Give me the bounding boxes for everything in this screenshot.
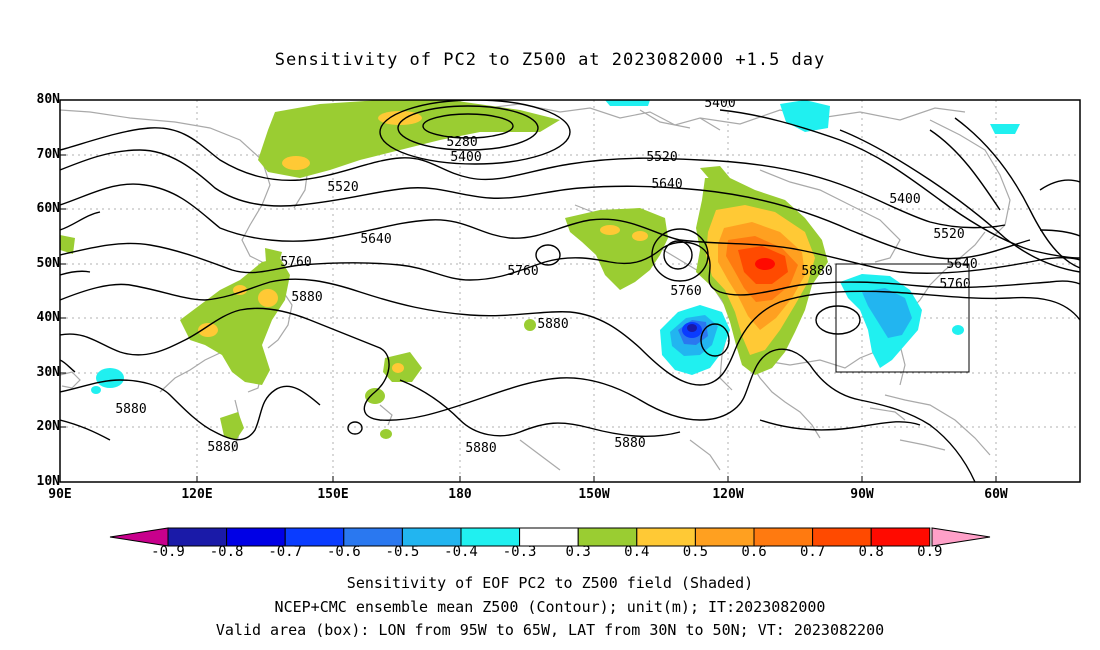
colorbar-label: -0.7 — [268, 544, 303, 560]
colorbar-high-arrow — [931, 527, 991, 547]
colorbar-label: 0.3 — [565, 544, 591, 560]
contour-label: 5880 — [465, 441, 496, 456]
colorbar-label: -0.4 — [444, 544, 478, 560]
contour-label: 5280 — [446, 135, 477, 150]
contour-label-group: 5400 5280 5400 5520 5520 5640 5640 5760 … — [115, 96, 977, 456]
contour-label: 5760 — [670, 284, 701, 299]
contour-label: 5880 — [614, 436, 645, 451]
contour-label: 5640 — [946, 257, 977, 272]
lon-label-180: 180 — [448, 487, 472, 502]
lon-label-90e: 90E — [48, 487, 72, 502]
contour-label: 5880 — [207, 440, 238, 455]
contour-label: 5400 — [450, 150, 481, 165]
contour-label: 5760 — [280, 255, 311, 270]
lon-label-120e: 120E — [181, 487, 213, 502]
contour-label: 5760 — [507, 264, 538, 279]
colorbar-label: -0.6 — [326, 544, 361, 560]
contour-label: 5760 — [939, 277, 970, 292]
lat-label-20n: 20N — [36, 419, 60, 434]
contour-label: 5400 — [889, 192, 920, 207]
lat-label-10n: 10N — [36, 474, 60, 489]
caption-shading: Sensitivity of EOF PC2 to Z500 field (Sh… — [346, 574, 754, 592]
colorbar-label: 0.5 — [682, 544, 709, 560]
grid-lines — [60, 100, 1080, 482]
lat-label-50n: 50N — [36, 256, 60, 271]
lat-label-70n: 70N — [36, 147, 60, 162]
contour-label: 5880 — [115, 402, 146, 417]
colorbar-label: 0.6 — [741, 544, 767, 560]
colorbar-label: -0.9 — [151, 544, 185, 560]
colorbar-label: -0.3 — [502, 544, 537, 560]
colorbar-cell — [870, 527, 931, 547]
lon-label-90w: 90W — [850, 487, 874, 502]
colorbar — [109, 527, 991, 547]
colorbar-label: -0.8 — [209, 544, 244, 560]
contour-label: 5520 — [646, 150, 677, 165]
colorbar-label: 0.4 — [624, 544, 650, 560]
contour-label: 5520 — [933, 227, 964, 242]
lon-label-120w: 120W — [712, 487, 744, 502]
tick-marks — [60, 99, 997, 482]
map-title: Sensitivity of PC2 to Z500 at 2023082000… — [274, 50, 826, 70]
contour-label: 5640 — [360, 232, 391, 247]
caption-contour: NCEP+CMC ensemble mean Z500 (Contour); u… — [274, 598, 826, 616]
contour-label: 5880 — [537, 317, 568, 332]
colorbar-label: 0.7 — [799, 544, 826, 560]
contour-label: 5640 — [651, 177, 682, 192]
z500-contours — [60, 100, 1080, 482]
lon-label-150e: 150E — [317, 487, 349, 502]
caption-valid-area: Valid area (box): LON from 95W to 65W, L… — [215, 621, 885, 639]
lon-label-60w: 60W — [984, 487, 1008, 502]
map-frame — [60, 100, 1080, 482]
colorbar-label: -0.5 — [385, 544, 420, 560]
lat-label-40n: 40N — [36, 310, 60, 325]
contour-label: 5400 — [704, 96, 735, 111]
lat-label-60n: 60N — [36, 201, 60, 216]
lat-label-80n: 80N — [36, 92, 60, 107]
sensitivity-shading — [60, 100, 1020, 440]
colorbar-label: 0.8 — [858, 544, 884, 560]
lat-label-30n: 30N — [36, 365, 60, 380]
colorbar-label: 0.9 — [917, 544, 943, 560]
contour-label: 5520 — [327, 180, 358, 195]
contour-label: 5880 — [291, 290, 322, 305]
valid-area-box — [835, 263, 970, 373]
lon-label-150w: 150W — [578, 487, 610, 502]
contour-label: 5880 — [801, 264, 832, 279]
